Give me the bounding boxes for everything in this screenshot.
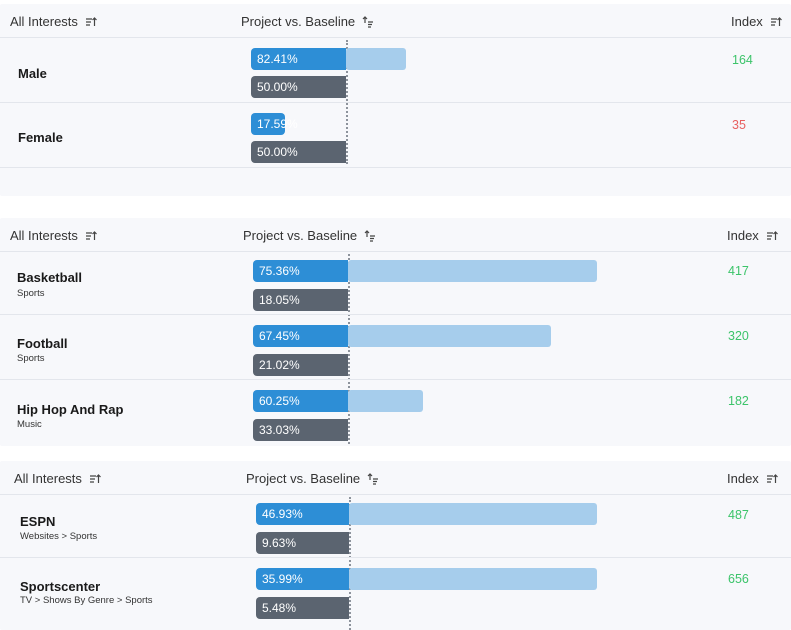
baseline-marker-line: [349, 497, 351, 630]
sort-lines-icon: [89, 473, 101, 483]
panel-header: All Interests Project vs. Baseline Index: [0, 461, 791, 495]
project-bar: 75.36%: [253, 260, 348, 282]
sports-panel: All Interests Project vs. Baseline Index…: [0, 218, 791, 446]
table-row[interactable]: Football Sports 67.45% 21.02% 320: [0, 315, 791, 380]
all-interests-label: All Interests: [14, 471, 82, 486]
row-name: Male: [18, 66, 47, 81]
row-name: Female: [18, 130, 63, 145]
table-row[interactable]: Female 17.59% 50.00% 35: [0, 103, 791, 168]
baseline-bar: 33.03%: [253, 419, 348, 441]
sort-bars-icon: [364, 229, 376, 242]
index-sort[interactable]: Index: [731, 14, 782, 29]
comparison-sort[interactable]: Project vs. Baseline: [241, 14, 374, 29]
panel-header: All Interests Project vs. Baseline Index: [0, 4, 791, 38]
table-row[interactable]: Sportscenter TV > Shows By Genre > Sport…: [0, 558, 791, 623]
baseline-bar: 21.02%: [253, 354, 348, 376]
project-bar-extension: [349, 503, 597, 525]
table-row[interactable]: Hip Hop And Rap Music 60.25% 33.03% 182: [0, 380, 791, 445]
index-value: 164: [732, 53, 753, 67]
sort-lines-icon: [85, 16, 97, 26]
baseline-bar: 50.00%: [251, 141, 346, 163]
index-value: 182: [728, 394, 749, 408]
sort-lines-icon: [766, 230, 778, 240]
table-row[interactable]: ESPN Websites > Sports 46.93% 9.63% 487: [0, 493, 791, 558]
index-label: Index: [731, 14, 763, 29]
index-value: 417: [728, 264, 749, 278]
all-interests-sort[interactable]: All Interests: [10, 228, 97, 243]
all-interests-label: All Interests: [10, 228, 78, 243]
index-value: 656: [728, 572, 749, 586]
row-breadcrumb: Websites > Sports: [20, 531, 98, 542]
project-bar: 67.45%: [253, 325, 348, 347]
comparison-label: Project vs. Baseline: [246, 471, 361, 486]
sort-lines-icon: [85, 230, 97, 240]
baseline-bar: 18.05%: [253, 289, 348, 311]
sort-lines-icon: [770, 16, 782, 26]
project-bar-extension: [346, 48, 406, 70]
comparison-sort[interactable]: Project vs. Baseline: [246, 471, 379, 486]
index-label: Index: [727, 471, 759, 486]
media-panel: All Interests Project vs. Baseline Index…: [0, 461, 791, 630]
table-row[interactable]: Basketball Sports 75.36% 18.05% 417: [0, 250, 791, 315]
project-bar-extension: [348, 260, 597, 282]
sort-bars-icon: [362, 15, 374, 28]
all-interests-sort[interactable]: All Interests: [10, 14, 97, 29]
index-label: Index: [727, 228, 759, 243]
comparison-label: Project vs. Baseline: [243, 228, 358, 243]
baseline-bar: 9.63%: [256, 532, 349, 554]
index-sort[interactable]: Index: [727, 228, 778, 243]
project-bar: 60.25%: [253, 390, 348, 412]
row-name: Hip Hop And Rap: [17, 402, 124, 417]
index-value: 487: [728, 508, 749, 522]
row-name: Sportscenter: [20, 579, 101, 594]
baseline-bar: 50.00%: [251, 76, 346, 98]
comparison-label: Project vs. Baseline: [241, 14, 356, 29]
row-name: ESPN: [20, 514, 56, 529]
baseline-marker-line: [348, 254, 350, 444]
row-category: Music: [17, 419, 42, 430]
project-bar: 35.99%: [256, 568, 349, 590]
row-name: Football: [17, 336, 68, 351]
index-sort[interactable]: Index: [727, 471, 778, 486]
project-bar: 46.93%: [256, 503, 349, 525]
project-bar-extension: [349, 568, 597, 590]
project-bar-extension: [348, 390, 423, 412]
project-bar: 82.41%: [251, 48, 346, 70]
index-value: 35: [732, 118, 746, 132]
row-breadcrumb: TV > Shows By Genre > Sports: [20, 595, 153, 606]
sort-lines-icon: [766, 473, 778, 483]
gender-panel: All Interests Project vs. Baseline Index…: [0, 4, 791, 196]
project-bar-extension: [348, 325, 551, 347]
row-category: Sports: [17, 353, 45, 364]
table-row[interactable]: Male 82.41% 50.00% 164: [0, 38, 791, 103]
row-category: Sports: [17, 288, 45, 299]
project-bar: 17.59%: [251, 113, 298, 135]
comparison-sort[interactable]: Project vs. Baseline: [243, 228, 376, 243]
baseline-bar: 5.48%: [256, 597, 349, 619]
all-interests-sort[interactable]: All Interests: [14, 471, 101, 486]
panel-header: All Interests Project vs. Baseline Index: [0, 218, 791, 252]
row-name: Basketball: [17, 270, 83, 285]
sort-bars-icon: [367, 472, 379, 485]
index-value: 320: [728, 329, 749, 343]
all-interests-label: All Interests: [10, 14, 78, 29]
